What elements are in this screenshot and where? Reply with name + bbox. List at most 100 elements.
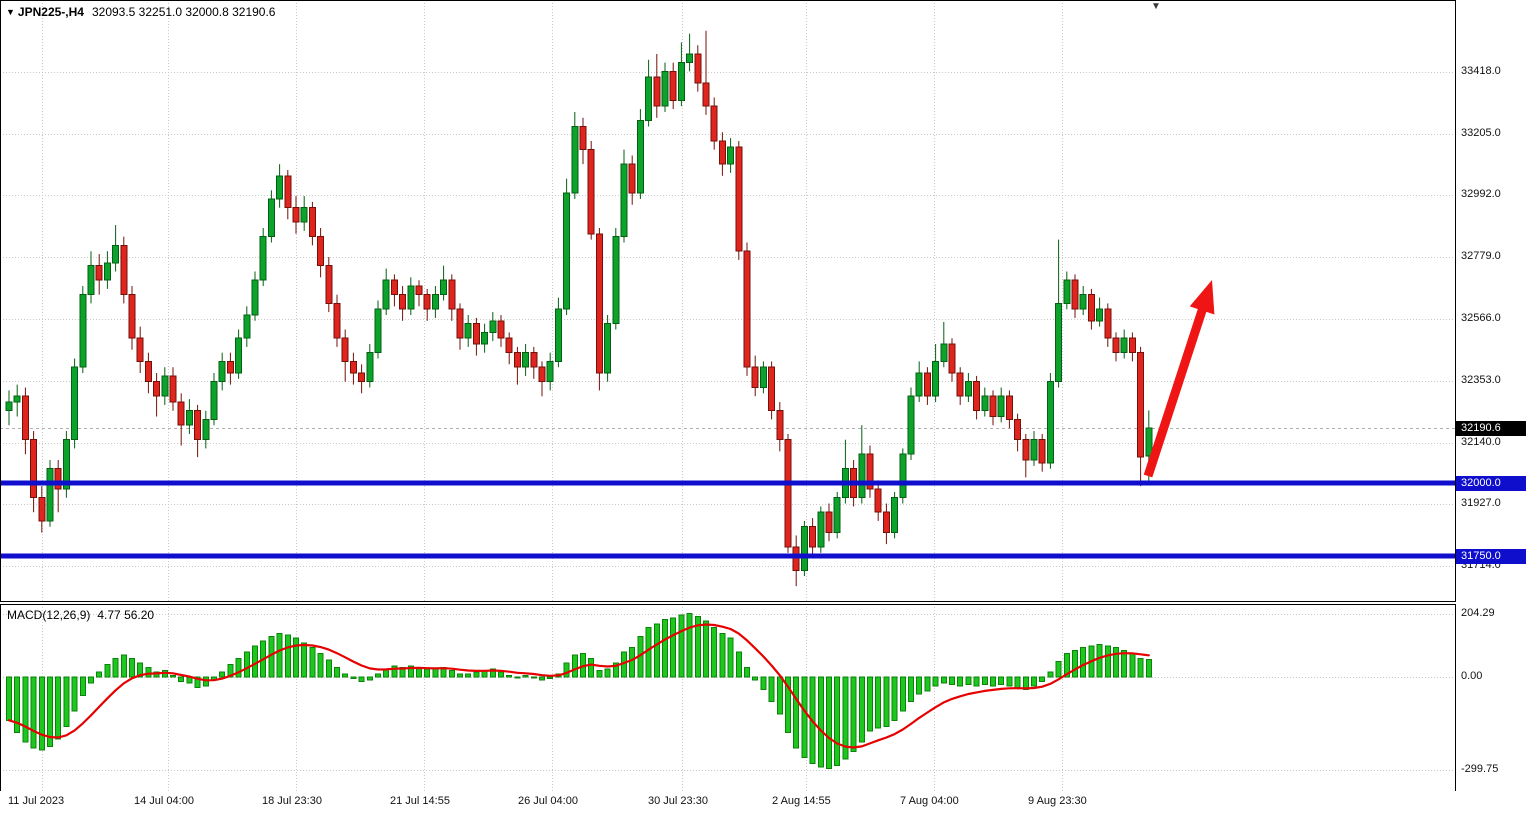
macd-signal-line xyxy=(7,623,1150,749)
candle-body xyxy=(349,360,357,374)
macd-histogram-bar xyxy=(596,670,603,678)
candle-body xyxy=(940,343,948,362)
candle-body xyxy=(1128,337,1136,354)
macd-histogram-bar xyxy=(547,676,554,679)
candle-body xyxy=(530,352,538,368)
macd-histogram-bar xyxy=(1104,645,1111,678)
candle-body xyxy=(759,366,767,389)
candle-body xyxy=(546,360,554,383)
candle-body xyxy=(251,279,259,316)
macd-histogram-bar xyxy=(284,634,291,678)
trend-arrow-shaft[interactable] xyxy=(1143,305,1208,478)
macd-histogram-bar xyxy=(760,676,767,690)
candle-body xyxy=(169,375,177,403)
candle-body xyxy=(891,497,899,534)
time-axis-label: 11 Jul 2023 xyxy=(8,795,65,807)
candle-body xyxy=(456,308,464,339)
candle-body xyxy=(30,439,38,499)
time-axis[interactable]: 11 Jul 2023 14 Jul 04:00 18 Jul 23:30 21 Ju… xyxy=(0,791,1456,813)
macd-histogram-bar xyxy=(973,676,980,687)
macd-histogram-bar xyxy=(817,676,824,768)
symbol-dropdown-icon[interactable]: ▼ xyxy=(6,7,15,17)
macd-histogram-bar xyxy=(1063,653,1070,678)
macd-histogram-bar xyxy=(120,654,127,678)
macd-histogram-bar xyxy=(473,671,480,678)
candle-body xyxy=(858,453,866,499)
macd-histogram-bar xyxy=(391,665,398,678)
candle-body xyxy=(727,146,735,165)
candle-body xyxy=(202,418,210,441)
macd-histogram-bar xyxy=(703,620,709,678)
macd-histogram-bar xyxy=(71,676,78,712)
candle-body xyxy=(1063,279,1071,304)
candle-body xyxy=(128,294,136,339)
macd-histogram-bar xyxy=(448,670,455,678)
candle-body xyxy=(653,76,661,107)
macd-histogram-bar xyxy=(219,671,226,678)
macd-histogram-bar xyxy=(407,665,414,678)
candle-body xyxy=(743,250,751,368)
macd-histogram-bar xyxy=(366,676,373,681)
chart-shift-marker-icon[interactable]: ▼ xyxy=(1151,1,1161,12)
main-chart-pane[interactable] xyxy=(0,0,1456,602)
trend-arrow-head[interactable] xyxy=(1189,280,1215,315)
macd-histogram-bar xyxy=(293,637,299,678)
candle-body xyxy=(948,343,956,374)
candle-body xyxy=(103,262,111,281)
candle-body xyxy=(259,236,267,281)
macd-histogram-bar xyxy=(1055,660,1062,678)
candle-body xyxy=(284,175,292,209)
macd-histogram-bar xyxy=(875,676,882,729)
candle-body xyxy=(489,320,497,333)
candle-body xyxy=(448,279,456,310)
candle-body xyxy=(1079,294,1087,310)
macd-histogram-bar xyxy=(1014,676,1021,689)
price-axis[interactable]: 33418.0 33205.0 32992.0 32779.0 32566.0 32353… xyxy=(1456,0,1526,813)
macd-indicator-pane[interactable] xyxy=(0,604,1456,792)
candle-body xyxy=(1145,427,1153,457)
macd-histogram-bar xyxy=(686,612,693,678)
macd-name: MACD(12,26,9) xyxy=(7,608,91,622)
price-axis-label: 32779.0 xyxy=(1461,250,1501,263)
candle-body xyxy=(431,294,439,310)
macd-histogram-bar xyxy=(932,676,939,687)
time-axis-label: 9 Aug 23:30 xyxy=(1028,795,1087,807)
candle-body xyxy=(382,279,390,310)
candle-body xyxy=(997,395,1005,418)
macd-histogram-bar xyxy=(711,626,718,678)
candle-body xyxy=(694,53,702,84)
candle-body xyxy=(1005,395,1013,420)
macd-histogram-bar xyxy=(908,676,914,703)
macd-histogram-bar xyxy=(489,668,496,678)
candle-body xyxy=(194,410,202,441)
candle-body xyxy=(784,439,792,548)
candle-body xyxy=(276,175,284,200)
macd-pane-border xyxy=(0,604,1456,792)
macd-histogram-bar xyxy=(334,667,340,678)
candle-body xyxy=(956,372,964,397)
macd-histogram-bar xyxy=(949,676,955,686)
macd-histogram-bar xyxy=(317,653,324,678)
candle-body xyxy=(1046,381,1054,464)
macd-histogram-bar xyxy=(801,676,808,759)
candle-body xyxy=(661,70,669,107)
macd-histogram-bar xyxy=(506,674,513,678)
candle-body xyxy=(989,395,997,418)
candle-body xyxy=(79,294,87,368)
macd-histogram-bar xyxy=(530,676,537,679)
macd-histogram-bar xyxy=(522,674,529,678)
macd-histogram-bar xyxy=(88,676,94,684)
price-axis-label: 32566.0 xyxy=(1461,312,1501,325)
macd-histogram-bar xyxy=(785,676,791,734)
macd-histogram-bar xyxy=(604,668,611,678)
macd-histogram-bar xyxy=(965,676,972,686)
candle-body xyxy=(702,82,710,107)
candle-body xyxy=(341,337,349,362)
macd-histogram-bar xyxy=(252,645,258,678)
candle-body xyxy=(161,375,169,397)
macd-histogram-bar xyxy=(243,651,250,678)
candle-body xyxy=(620,163,628,238)
macd-histogram-bar xyxy=(1080,646,1087,678)
candle-body xyxy=(317,236,325,267)
ohlc-values: 32093.5 32251.0 32000.8 32190.6 xyxy=(91,5,276,19)
